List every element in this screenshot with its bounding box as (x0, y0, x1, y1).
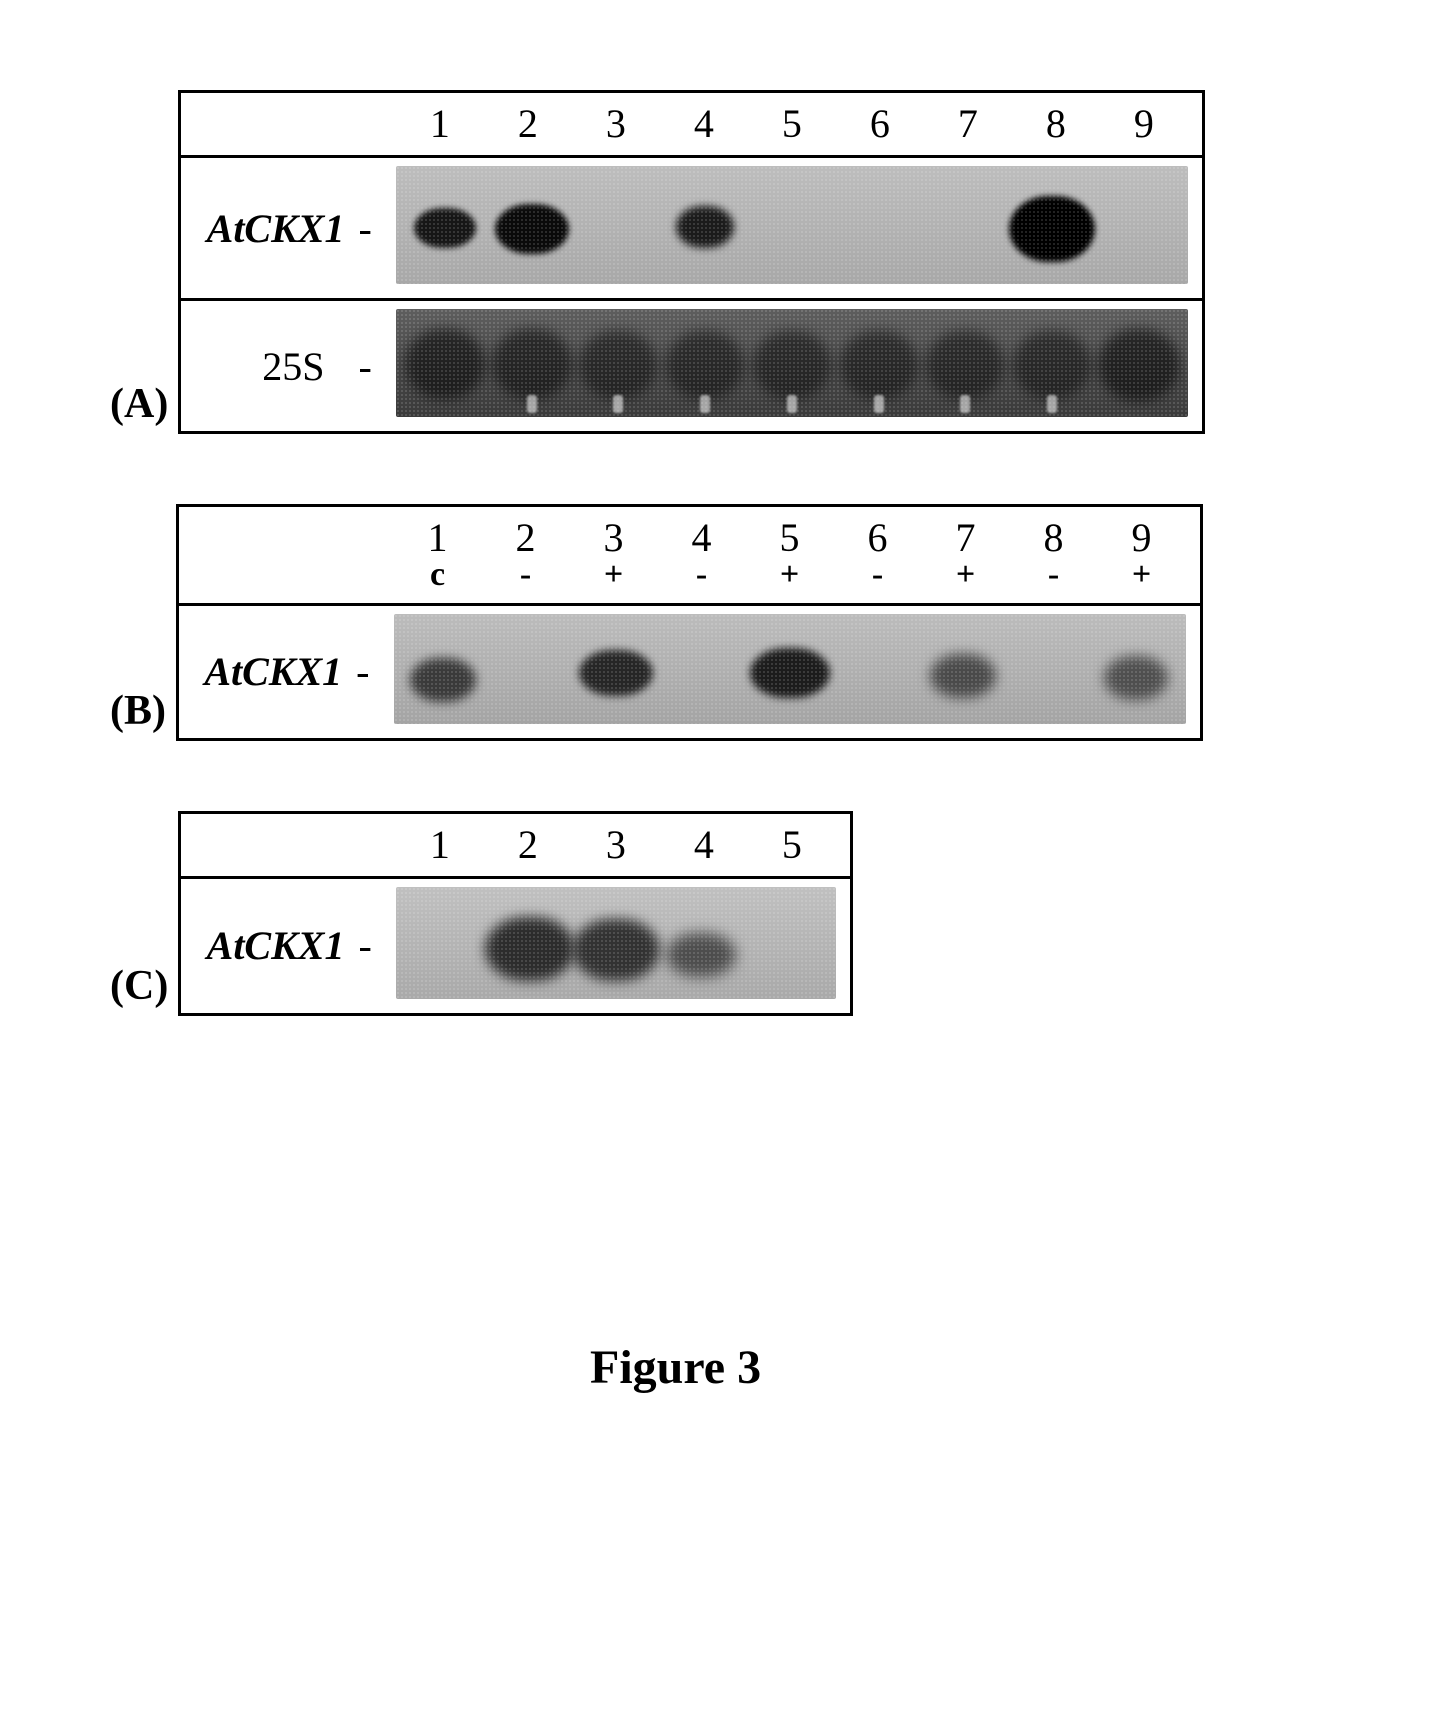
lane-tick (527, 395, 537, 413)
row-label: AtCKX1 - (180, 157, 390, 300)
lane-number: 9+ (1098, 517, 1186, 593)
band (414, 208, 476, 248)
lane-number: 5 (748, 824, 836, 866)
row-label: AtCKX1 - (178, 604, 388, 739)
band (930, 654, 996, 698)
panel-B: (B) 1c2-3+4-5+6-7+8-9+ AtCKX1 - (110, 504, 1310, 741)
gel-image (396, 887, 836, 999)
lane-number: 2 (484, 103, 572, 145)
band (572, 919, 660, 981)
band (492, 329, 572, 399)
lane-condition: - (482, 557, 570, 593)
band (485, 917, 575, 981)
band (405, 329, 485, 399)
lane-number: 8- (1010, 517, 1098, 593)
row-label: 25S - (180, 300, 390, 433)
lane-number: 3 (572, 824, 660, 866)
lane-condition: + (1098, 557, 1186, 593)
lane-tick (613, 395, 623, 413)
band (1104, 656, 1168, 700)
band (410, 658, 476, 702)
panel-letter: (B) (110, 687, 166, 741)
band (666, 933, 736, 977)
lane-tick (960, 395, 970, 413)
band (1009, 196, 1095, 262)
lane-tick (787, 395, 797, 413)
lane-condition: - (834, 557, 922, 593)
panel-letter: (A) (110, 380, 168, 434)
lane-number: 2 (484, 824, 572, 866)
lane-number: 1 (396, 103, 484, 145)
lane-tick (700, 395, 710, 413)
band (495, 204, 569, 254)
gel-image (396, 166, 1188, 284)
figure-3: (A) 123456789AtCKX1 -25S -(B) 1c2-3+4-5+… (110, 90, 1310, 1086)
figure-caption: Figure 3 (590, 1340, 761, 1395)
blot-table: 1c2-3+4-5+6-7+8-9+ AtCKX1 - (176, 504, 1203, 741)
lane-condition: - (1010, 557, 1098, 593)
lane-number: 1c (394, 517, 482, 593)
lane-number: 4 (660, 103, 748, 145)
lane-number: 6- (834, 517, 922, 593)
lane-number: 4 (660, 824, 748, 866)
blot-table: 123456789 AtCKX1 -25S - (178, 90, 1205, 434)
band (579, 331, 657, 399)
lane-condition: c (394, 557, 482, 593)
band (753, 331, 831, 399)
blot-table: 12345 AtCKX1 - (178, 811, 853, 1016)
lane-number: 9 (1100, 103, 1188, 145)
gel-image (394, 614, 1186, 724)
band (666, 331, 744, 399)
lane-condition: + (746, 557, 834, 593)
lane-number: 5+ (746, 517, 834, 593)
band (1013, 331, 1091, 399)
lane-number: 3+ (570, 517, 658, 593)
lane-number: 1 (396, 824, 484, 866)
lane-tick (874, 395, 884, 413)
lane-condition: - (658, 557, 746, 593)
band (579, 650, 653, 696)
lane-number: 8 (1012, 103, 1100, 145)
lane-condition: + (922, 557, 1010, 593)
band (926, 331, 1004, 399)
lane-number: 7 (924, 103, 1012, 145)
lane-condition: + (570, 557, 658, 593)
lane-number: 3 (572, 103, 660, 145)
panel-A: (A) 123456789 AtCKX1 -25S - (110, 90, 1310, 434)
lane-number: 2- (482, 517, 570, 593)
row-label: AtCKX1 - (180, 877, 390, 1014)
gel-image (396, 309, 1188, 417)
band (750, 648, 830, 698)
panel-C: (C) 12345 AtCKX1 - (110, 811, 1310, 1016)
lane-number: 5 (748, 103, 836, 145)
lane-number: 6 (836, 103, 924, 145)
band (840, 331, 918, 399)
lane-number: 4- (658, 517, 746, 593)
band (676, 206, 734, 248)
lane-tick (1047, 395, 1057, 413)
band (1098, 329, 1180, 401)
lane-number: 7+ (922, 517, 1010, 593)
panel-letter: (C) (110, 962, 168, 1016)
